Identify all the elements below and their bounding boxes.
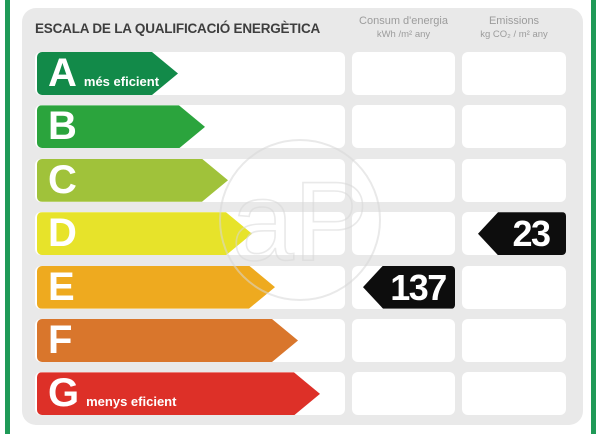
emissions-column-unit: kg CO₂ / m² any xyxy=(480,28,548,40)
consum-cell-C xyxy=(352,158,455,202)
rating-letter: B xyxy=(48,104,77,149)
consum-cell-D xyxy=(352,212,455,256)
green-border-right xyxy=(591,0,596,434)
rating-arrow-E: E xyxy=(37,266,275,309)
consum-cell-B xyxy=(352,105,455,149)
emissions-cell-F xyxy=(462,319,566,362)
rating-band-D: D xyxy=(35,212,345,256)
rating-band-E: E xyxy=(35,266,345,309)
consum-column-label: Consum d'energia xyxy=(359,15,448,27)
emissions-cell-A xyxy=(462,52,566,95)
rating-arrow-C: C xyxy=(37,159,228,202)
rating-row-F: F xyxy=(22,319,583,362)
rating-row-C: C xyxy=(22,159,583,202)
rating-letter: C xyxy=(48,157,77,202)
rating-letter: A xyxy=(48,51,77,95)
rating-letter: E xyxy=(48,264,75,309)
rating-arrow-D: D xyxy=(37,212,252,255)
energy-scale-panel: ESCALA DE LA QUALIFICACIÓ ENERGÈTICA Con… xyxy=(22,8,583,425)
emissions-cell-B xyxy=(462,105,566,149)
rating-band-C: C xyxy=(35,159,345,202)
emissions-cell-G xyxy=(462,372,566,416)
rating-letter: D xyxy=(48,211,77,256)
consum-cell-F xyxy=(352,319,455,362)
rating-letter: F xyxy=(48,318,73,362)
rating-note: menys eficient xyxy=(86,394,177,410)
rating-band-F: F xyxy=(35,319,345,362)
rating-arrow-F: F xyxy=(37,319,298,362)
emissions-cell-C xyxy=(462,158,566,202)
green-border-left xyxy=(5,0,10,434)
column-header-consum: Consum d'energia kWh /m² any xyxy=(352,15,455,41)
consum-column-unit: kWh /m² any xyxy=(376,28,431,40)
rating-row-E: E xyxy=(22,266,583,309)
rating-arrow-B: B xyxy=(37,105,205,148)
rating-note: més eficient xyxy=(83,74,160,89)
emissions-value-arrow: 23 xyxy=(478,212,566,256)
emissions-column-label: Emissions xyxy=(488,15,540,27)
rating-letter: G xyxy=(48,371,80,416)
emissions-cell-E xyxy=(462,265,566,309)
rating-row-B: B xyxy=(22,105,583,149)
column-header-emissions: Emissions kg CO₂ / m² any xyxy=(462,15,566,41)
consum-cell-G xyxy=(352,372,455,416)
panel-title: ESCALA DE LA QUALIFICACIÓ ENERGÈTICA xyxy=(35,21,321,36)
consum-cell-A xyxy=(352,52,455,95)
rating-band-B: B xyxy=(35,105,345,149)
